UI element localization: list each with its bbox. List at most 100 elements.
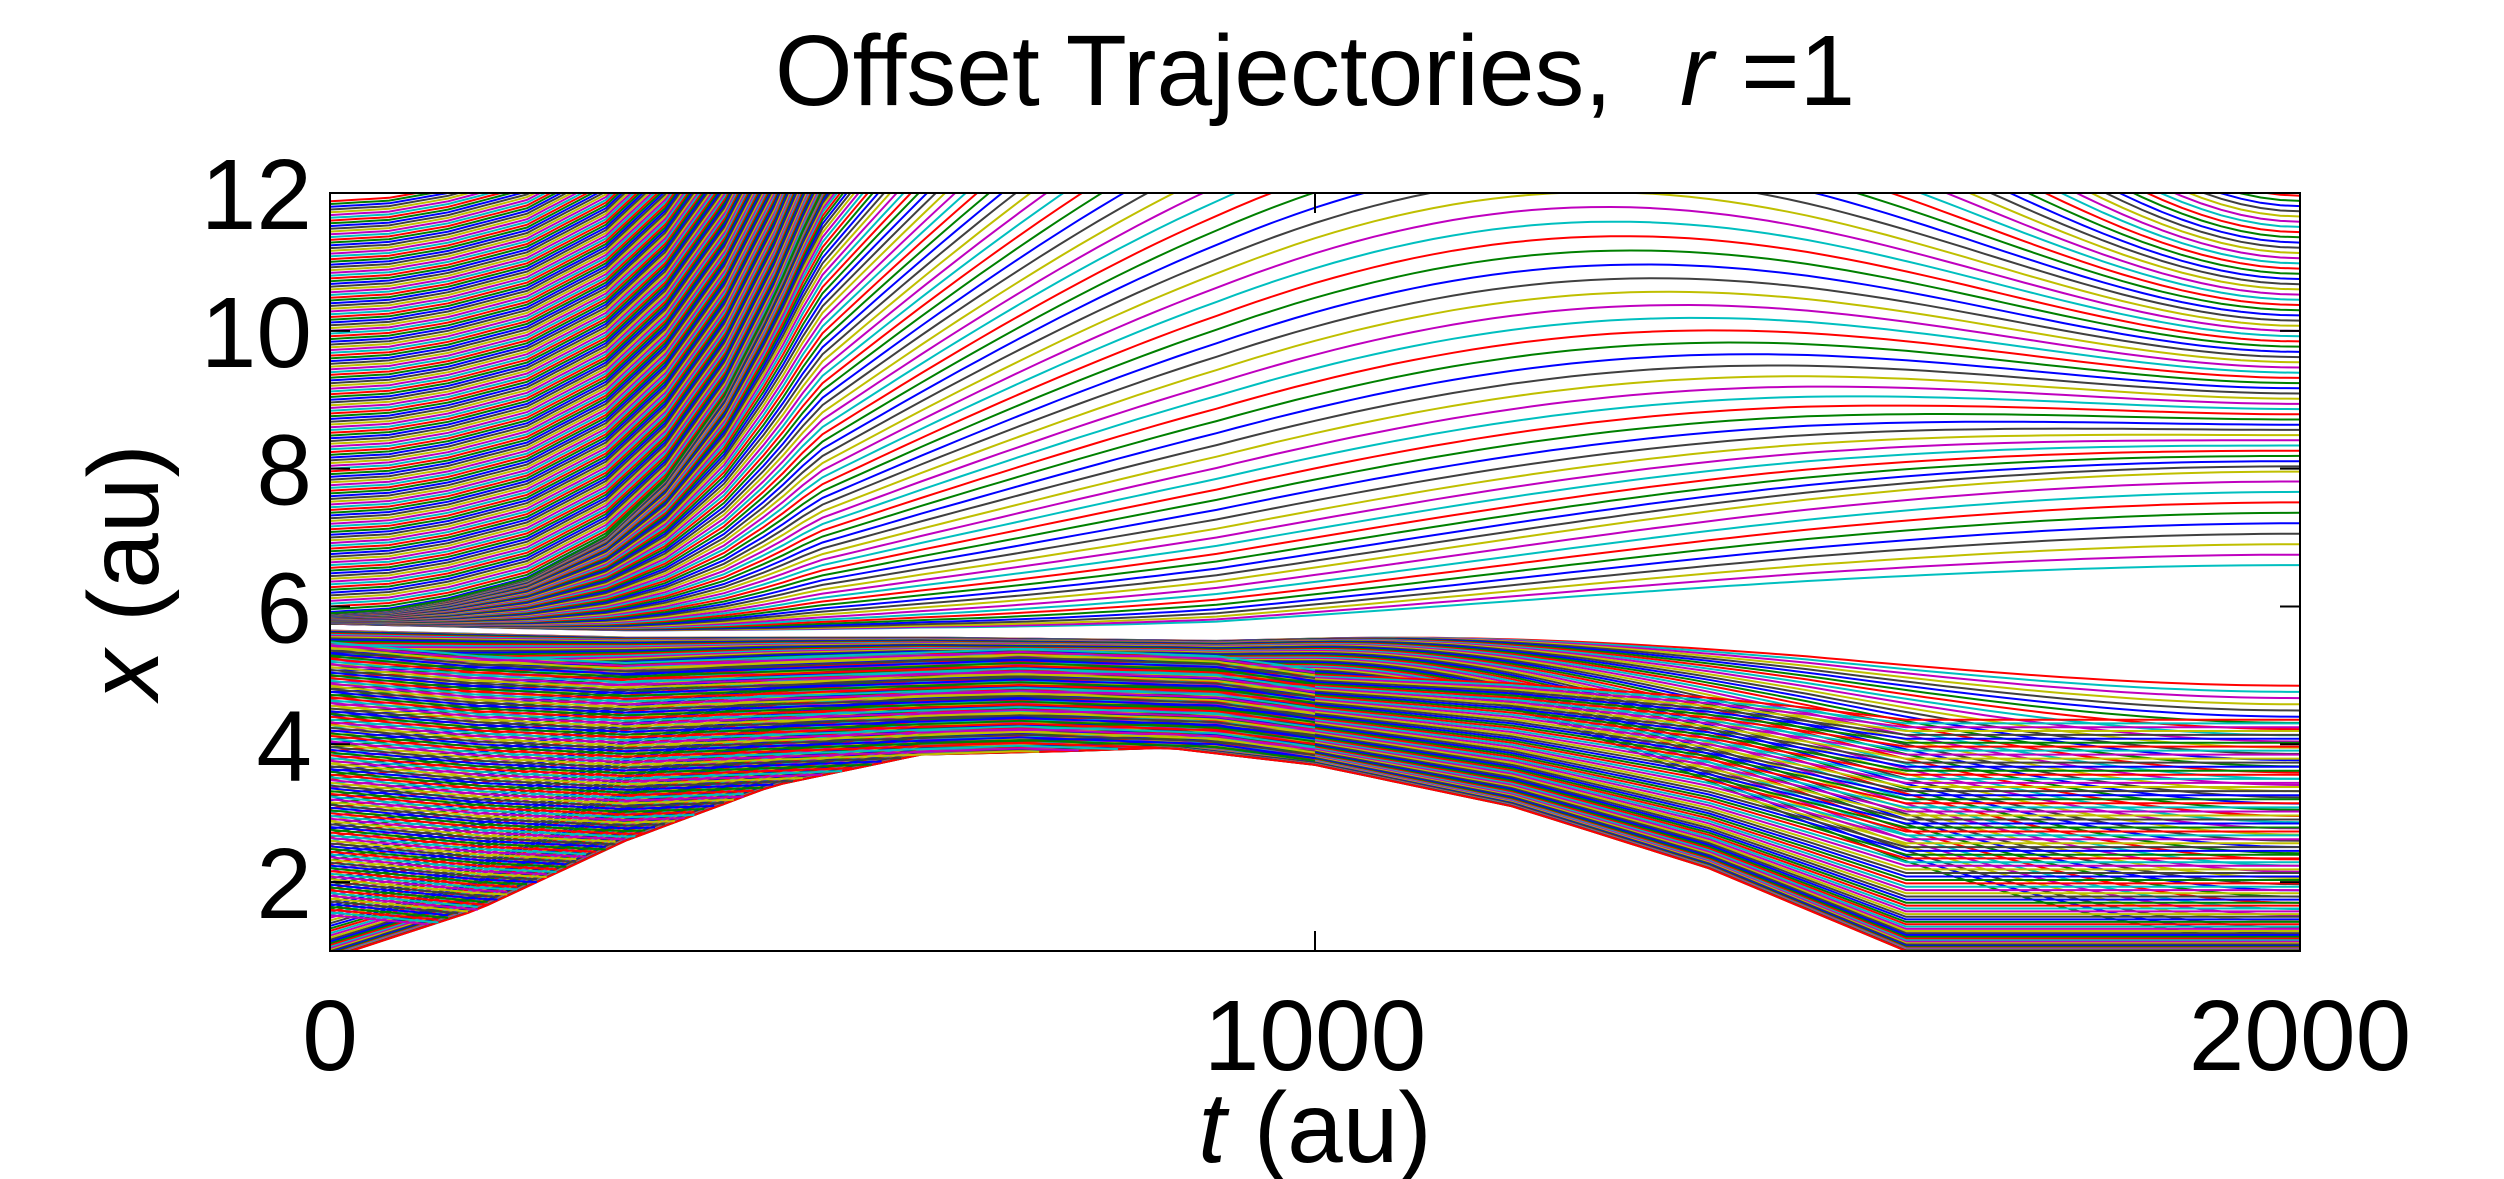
trajectory-line	[330, 193, 785, 528]
trajectory-line	[330, 193, 569, 250]
trajectory-line	[330, 413, 2300, 625]
trajectory-line	[330, 773, 754, 797]
trajectory-line	[330, 193, 757, 470]
trajectory-line	[330, 870, 518, 888]
x-tick-label: 2000	[2189, 980, 2411, 1092]
trajectory-line	[330, 713, 1316, 743]
trajectory-series	[330, 193, 2300, 951]
trajectory-line	[330, 193, 672, 332]
trajectory-line	[330, 784, 725, 808]
trajectory-line	[330, 914, 429, 926]
trajectory-line	[330, 193, 423, 203]
trajectory-line	[330, 193, 800, 564]
trajectory-line	[330, 316, 2300, 623]
trajectory-line	[330, 848, 567, 868]
y-tick-label: 12	[201, 139, 312, 251]
trajectory-line	[330, 454, 2300, 627]
trajectory-line	[330, 193, 559, 244]
x-tick-label: 0	[302, 980, 358, 1092]
trajectory-line	[330, 193, 439, 205]
trajectory-line	[330, 193, 630, 291]
trajectory-line	[330, 193, 726, 409]
trajectory-line	[330, 193, 809, 583]
trajectory-line	[330, 193, 761, 478]
trajectory-line	[330, 193, 810, 586]
trajectory-line	[330, 701, 2300, 822]
trajectory-line	[330, 193, 2300, 621]
trajectory-line	[330, 193, 728, 412]
trajectory-line	[330, 193, 2300, 617]
trajectory-line	[330, 677, 1316, 707]
trajectory-line	[330, 193, 796, 553]
trajectory-line	[330, 193, 699, 371]
trajectory-line	[330, 193, 564, 247]
trajectory-line	[330, 673, 2300, 737]
trajectory-line	[330, 193, 463, 211]
trajectory-line	[330, 704, 1316, 735]
trajectory-line	[330, 837, 587, 858]
trajectory-line	[330, 682, 1316, 713]
trajectory-line	[330, 823, 616, 846]
x-axis: 0 1000 2000	[302, 193, 2411, 1092]
trajectory-line	[330, 820, 616, 843]
trajectory-line	[330, 193, 2300, 621]
trajectory-line	[330, 193, 717, 396]
trajectory-line	[330, 859, 547, 878]
trajectory-line	[330, 834, 587, 856]
trajectory-line	[330, 193, 2300, 620]
trajectory-line	[330, 193, 711, 387]
trajectory-line	[330, 718, 1316, 748]
trajectory-line	[330, 193, 636, 296]
trajectory-line	[330, 754, 853, 778]
trajectory-line	[330, 303, 2300, 623]
chart-title-eq: =1	[1741, 15, 1855, 127]
trajectory-line	[330, 732, 2300, 916]
trajectory-line	[330, 905, 449, 919]
trajectory-line	[330, 193, 856, 616]
trajectory-line	[330, 679, 1316, 710]
trajectory-line	[330, 795, 695, 819]
trajectory-line	[330, 193, 786, 531]
trajectory-line	[330, 193, 2300, 619]
trajectory-line	[330, 648, 2300, 836]
trajectory-line	[330, 193, 2300, 618]
trajectory-line	[330, 193, 639, 299]
trajectory-line	[330, 746, 902, 769]
trajectory-line	[330, 740, 1079, 764]
trajectory-line	[330, 263, 2300, 622]
trajectory-line	[330, 193, 685, 352]
trajectory-line	[330, 803, 665, 827]
trajectory-line	[330, 193, 719, 398]
trajectory-line	[330, 193, 747, 451]
trajectory-line	[330, 193, 645, 305]
chart-title-var: r	[1680, 15, 1717, 127]
trajectory-line	[330, 875, 508, 893]
trajectory-line	[330, 193, 687, 354]
trajectory-line	[330, 193, 453, 208]
chart-title-text: Offset Trajectories,	[775, 15, 1612, 127]
trajectory-line	[330, 364, 2300, 624]
trajectory-line	[330, 806, 656, 830]
trajectory-line	[330, 193, 819, 605]
trajectory-line	[348, 747, 2300, 951]
trajectory-line	[330, 193, 621, 283]
trajectory-line	[330, 696, 1316, 726]
trajectory-line	[330, 903, 449, 917]
trajectory-line	[330, 864, 537, 884]
trajectory-line	[330, 193, 822, 615]
trajectory-line	[330, 193, 723, 404]
trajectory-line	[330, 193, 792, 545]
trajectory-line	[330, 193, 615, 277]
trajectory-line	[330, 660, 2300, 904]
trajectory-line	[330, 329, 2300, 623]
trajectory-line	[330, 193, 745, 445]
trajectory-line	[330, 690, 1316, 721]
trajectory-line	[330, 193, 580, 255]
x-tick-label: 1000	[1204, 980, 1426, 1092]
trajectory-line	[330, 193, 689, 357]
trajectory-line	[330, 193, 495, 219]
trajectory-line	[330, 193, 674, 335]
trajectory-line	[330, 193, 870, 616]
trajectory-line	[330, 193, 606, 269]
trajectory-line	[330, 193, 526, 228]
